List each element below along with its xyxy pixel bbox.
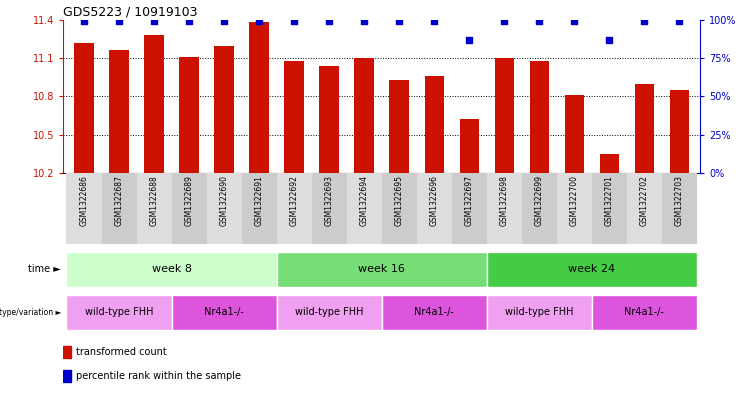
Bar (494, 58, 514, 173)
Bar (382, 173, 416, 244)
Bar (136, 173, 171, 244)
Point (253, 18, 265, 24)
Text: week 16: week 16 (358, 264, 405, 274)
Point (568, 18, 580, 24)
Point (148, 18, 160, 24)
Bar (311, 173, 347, 244)
Text: GSM1322696: GSM1322696 (430, 175, 439, 226)
Bar (662, 173, 697, 244)
Text: week 24: week 24 (568, 264, 615, 274)
Text: GSM1322695: GSM1322695 (395, 175, 404, 226)
Point (218, 18, 230, 24)
Bar (425, 76, 444, 173)
Bar (67, 295, 171, 330)
Bar (670, 90, 689, 173)
Bar (627, 173, 662, 244)
Point (603, 37, 615, 43)
Text: Nr4a1-/-: Nr4a1-/- (624, 307, 664, 318)
Bar (276, 173, 311, 244)
Bar (487, 252, 697, 287)
Text: wild-type FHH: wild-type FHH (84, 307, 153, 318)
Bar (487, 295, 592, 330)
Bar (382, 295, 487, 330)
Bar (144, 35, 164, 173)
Text: GSM1322688: GSM1322688 (150, 175, 159, 226)
Text: genotype/variation ►: genotype/variation ► (0, 308, 61, 317)
Bar (592, 173, 627, 244)
Bar (250, 22, 269, 173)
Point (323, 18, 335, 24)
Text: GSM1322690: GSM1322690 (219, 175, 228, 226)
Text: GSM1322689: GSM1322689 (185, 175, 193, 226)
Text: GSM1322692: GSM1322692 (290, 175, 299, 226)
Text: time ►: time ► (28, 264, 61, 274)
Text: wild-type FHH: wild-type FHH (505, 307, 574, 318)
Bar (214, 46, 233, 173)
Text: Nr4a1-/-: Nr4a1-/- (414, 307, 454, 318)
Text: GSM1322702: GSM1322702 (639, 175, 648, 226)
Bar (102, 173, 136, 244)
Point (393, 18, 405, 24)
Text: percentile rank within the sample: percentile rank within the sample (76, 371, 241, 381)
Text: wild-type FHH: wild-type FHH (295, 307, 363, 318)
Bar (347, 173, 382, 244)
Text: GSM1322693: GSM1322693 (325, 175, 333, 226)
Bar (63, 346, 71, 358)
Text: GSM1322697: GSM1322697 (465, 175, 473, 226)
Bar (242, 173, 276, 244)
Text: GSM1322701: GSM1322701 (605, 175, 614, 226)
Point (534, 18, 545, 24)
Bar (459, 119, 479, 173)
Text: GDS5223 / 10919103: GDS5223 / 10919103 (63, 6, 198, 18)
Point (288, 18, 300, 24)
Text: GSM1322700: GSM1322700 (570, 175, 579, 226)
Text: GSM1322699: GSM1322699 (535, 175, 544, 226)
Text: Nr4a1-/-: Nr4a1-/- (204, 307, 244, 318)
Point (498, 18, 510, 24)
Point (78, 18, 90, 24)
Point (183, 18, 195, 24)
Bar (285, 61, 304, 173)
Bar (67, 173, 102, 244)
Bar (530, 61, 549, 173)
Text: GSM1322698: GSM1322698 (499, 175, 508, 226)
Point (428, 18, 440, 24)
Bar (179, 57, 199, 173)
Bar (74, 42, 93, 173)
Bar (319, 66, 339, 173)
Point (463, 37, 475, 43)
Bar (599, 154, 619, 173)
Bar (522, 173, 556, 244)
Bar (556, 173, 592, 244)
Bar (452, 173, 487, 244)
Bar (63, 370, 71, 382)
Bar (390, 80, 409, 173)
Text: GSM1322686: GSM1322686 (79, 175, 88, 226)
Bar (634, 83, 654, 173)
Point (638, 18, 650, 24)
Bar (207, 173, 242, 244)
Bar (592, 295, 697, 330)
Bar (565, 95, 584, 173)
Text: transformed count: transformed count (76, 347, 167, 357)
Text: GSM1322694: GSM1322694 (359, 175, 368, 226)
Text: GSM1322703: GSM1322703 (675, 175, 684, 226)
Point (674, 18, 685, 24)
Bar (276, 295, 382, 330)
Bar (276, 252, 487, 287)
Bar (67, 252, 276, 287)
Bar (110, 50, 129, 173)
Bar (171, 173, 207, 244)
Bar (171, 295, 276, 330)
Text: GSM1322691: GSM1322691 (255, 175, 264, 226)
Point (113, 18, 125, 24)
Point (358, 18, 370, 24)
Text: week 8: week 8 (151, 264, 191, 274)
Bar (416, 173, 452, 244)
Text: GSM1322687: GSM1322687 (115, 175, 124, 226)
Bar (487, 173, 522, 244)
Bar (354, 58, 373, 173)
